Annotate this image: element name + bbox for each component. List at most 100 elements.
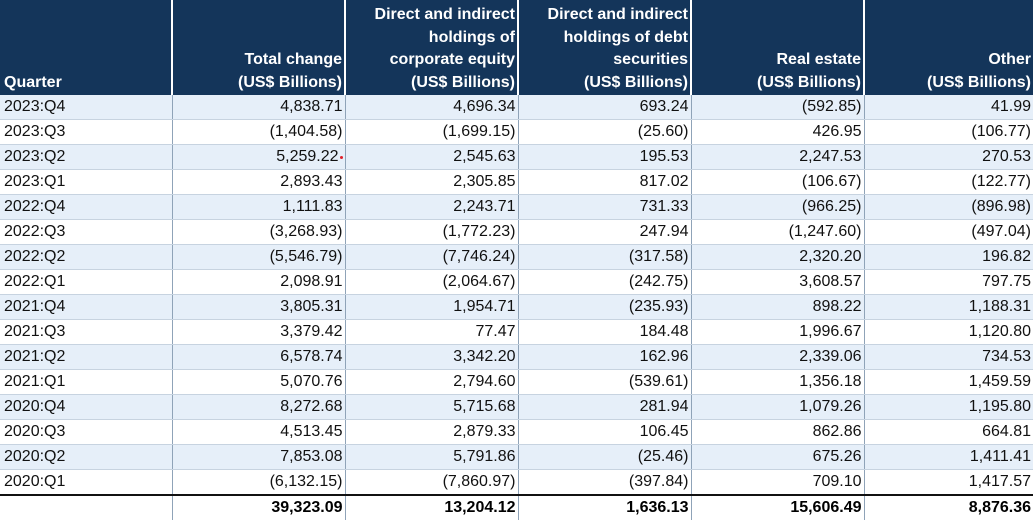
quarter-cell: 2020:Q3 <box>0 419 173 445</box>
other-cell: 734.53 <box>864 344 1033 370</box>
cell-value: 2023:Q3 <box>4 123 66 140</box>
quarter-cell: 2022:Q2 <box>0 244 173 270</box>
cell-value: 1,111.83 <box>282 198 343 215</box>
total-change-cell: 2,893.43 <box>172 169 346 195</box>
cell-value: 3,805.31 <box>280 298 343 315</box>
table-body: 2023:Q4 4,838.71 4,696.34 693.24 (592.85) 41.… <box>0 95 1033 496</box>
other-header: Other (US$ Billions) <box>864 0 1033 95</box>
corporate-equity-cell: 5,715.68 <box>345 394 519 420</box>
real-estate-cell: (1,247.60) <box>691 219 865 245</box>
real-estate-cell: 1,356.18 <box>691 369 865 395</box>
cell-value: 5,715.68 <box>453 398 516 415</box>
quarter-cell: 2020:Q1 <box>0 469 173 496</box>
totals-label-cell <box>0 494 173 520</box>
real-estate-cell: (592.85) <box>691 95 865 120</box>
debt-securities-cell: 106.45 <box>518 419 692 445</box>
cell-value: 41.99 <box>990 98 1031 115</box>
debt-securities-cell: 247.94 <box>518 219 692 245</box>
other-cell: 664.81 <box>864 419 1033 445</box>
total-change-cell: 3,805.31 <box>172 294 346 320</box>
cell-value: 2020:Q4 <box>4 398 66 415</box>
corporate-equity-cell: 2,545.63 <box>345 144 519 170</box>
cell-value: 5,070.76 <box>280 373 343 390</box>
cell-value: 664.81 <box>982 423 1031 440</box>
cell-value: (7,860.97) <box>442 473 516 490</box>
table-row: 2022:Q4 1,111.83 2,243.71 731.33 (966.25) (89… <box>0 194 1033 220</box>
table-row: 2020:Q1 (6,132.15) (7,860.97) (397.84) 709.1… <box>0 469 1033 496</box>
quarter-cell: 2023:Q1 <box>0 169 173 195</box>
corporate-equity-cell: 1,954.71 <box>345 294 519 320</box>
cell-value: (235.93) <box>628 298 689 315</box>
quarter-cell: 2022:Q1 <box>0 269 173 295</box>
red-marker-dot <box>339 156 343 159</box>
header-line: Direct and indirect <box>547 6 688 23</box>
corporate-equity-header: Direct and indirect holdings of corporate … <box>345 0 519 95</box>
cell-value: 2021:Q1 <box>4 373 66 390</box>
cell-value: 2,320.20 <box>799 248 862 265</box>
header-line: Quarter <box>4 73 62 91</box>
cell-value: (106.77) <box>971 123 1031 140</box>
cell-value: (1,699.15) <box>442 123 516 140</box>
corporate-equity-cell: (7,860.97) <box>345 469 519 496</box>
header-line: (US$ Billions) <box>410 73 515 91</box>
cell-value: 797.75 <box>982 273 1031 290</box>
quarter-cell: 2022:Q3 <box>0 219 173 245</box>
debt-securities-cell: (25.46) <box>518 444 692 470</box>
real-estate-cell: 675.26 <box>691 444 865 470</box>
corporate-equity-cell: 77.47 <box>345 319 519 345</box>
cell-value: 281.94 <box>639 398 689 415</box>
total-change-cell: 6,578.74 <box>172 344 346 370</box>
table-row: 2021:Q3 3,379.42 77.47 184.48 1,996.67 1,120.… <box>0 319 1033 345</box>
cell-value: 1,417.57 <box>968 473 1031 490</box>
cell-value: (397.84) <box>628 473 689 490</box>
corporate-equity-cell: 2,879.33 <box>345 419 519 445</box>
cell-value: 5,791.86 <box>453 448 516 465</box>
debt-securities-cell: 731.33 <box>518 194 692 220</box>
debt-securities-cell: (317.58) <box>518 244 692 270</box>
cell-value: (122.77) <box>971 173 1031 190</box>
corporate-equity-cell: (2,064.67) <box>345 269 519 295</box>
cell-value: (2,064.67) <box>442 273 516 290</box>
cell-value: 1,459.59 <box>968 373 1031 390</box>
cell-value: 184.48 <box>639 323 689 340</box>
cell-value: 709.10 <box>812 473 862 490</box>
cell-value: (539.61) <box>628 373 689 390</box>
other-cell: (106.77) <box>864 119 1033 145</box>
cell-value: 2022:Q1 <box>4 273 66 290</box>
real-estate-cell: 1,996.67 <box>691 319 865 345</box>
total-change-cell: 2,098.91 <box>172 269 346 295</box>
cell-value: 4,513.45 <box>280 423 343 440</box>
total-change-cell: 8,272.68 <box>172 394 346 420</box>
quarter-cell: 2023:Q2 <box>0 144 173 170</box>
real-estate-header: Real estate (US$ Billions) <box>691 0 865 95</box>
table-row: 2020:Q4 8,272.68 5,715.68 281.94 1,079.26 1,1… <box>0 394 1033 420</box>
cell-value: 2,098.91 <box>280 273 343 290</box>
table-row: 2023:Q4 4,838.71 4,696.34 693.24 (592.85) 41.… <box>0 95 1033 120</box>
cell-value: (966.25) <box>801 198 862 215</box>
table-header: Quarter Total change (US$ Billions) Direct … <box>0 0 1033 95</box>
header-line: Total change <box>244 51 343 68</box>
real-estate-cell: 2,247.53 <box>691 144 865 170</box>
total-change-cell: 3,379.42 <box>172 319 346 345</box>
debt-securities-header: Direct and indirect holdings of debt secur… <box>518 0 692 95</box>
cell-value: (497.04) <box>971 223 1031 240</box>
cell-value: 2021:Q3 <box>4 323 66 340</box>
other-cell: 1,459.59 <box>864 369 1033 395</box>
other-cell: 196.82 <box>864 244 1033 270</box>
header-line: holdings of <box>428 28 515 46</box>
cell-value: 8,272.68 <box>280 398 343 415</box>
quarter-cell: 2021:Q2 <box>0 344 173 370</box>
quarter-cell: 2023:Q4 <box>0 95 173 120</box>
cell-value: 2,305.85 <box>453 173 516 190</box>
corporate-equity-cell: 4,696.34 <box>345 95 519 120</box>
cell-value: 195.53 <box>639 148 689 165</box>
totals-row: 39,323.09 13,204.12 1,636.13 15,606.49 8,876… <box>0 494 1033 520</box>
table-row: 2021:Q4 3,805.31 1,954.71 (235.93) 898.22 1,1… <box>0 294 1033 320</box>
table-row: 2023:Q3 (1,404.58) (1,699.15) (25.60) 426.95… <box>0 119 1033 145</box>
debt-securities-cell: (242.75) <box>518 269 692 295</box>
real-estate-cell: (106.67) <box>691 169 865 195</box>
table-row: 2023:Q1 2,893.43 2,305.85 817.02 (106.67) (12… <box>0 169 1033 195</box>
table-footer: 39,323.09 13,204.12 1,636.13 15,606.49 8,876… <box>0 494 1033 520</box>
other-cell: (896.98) <box>864 194 1033 220</box>
cell-value: (1,772.23) <box>442 223 516 240</box>
